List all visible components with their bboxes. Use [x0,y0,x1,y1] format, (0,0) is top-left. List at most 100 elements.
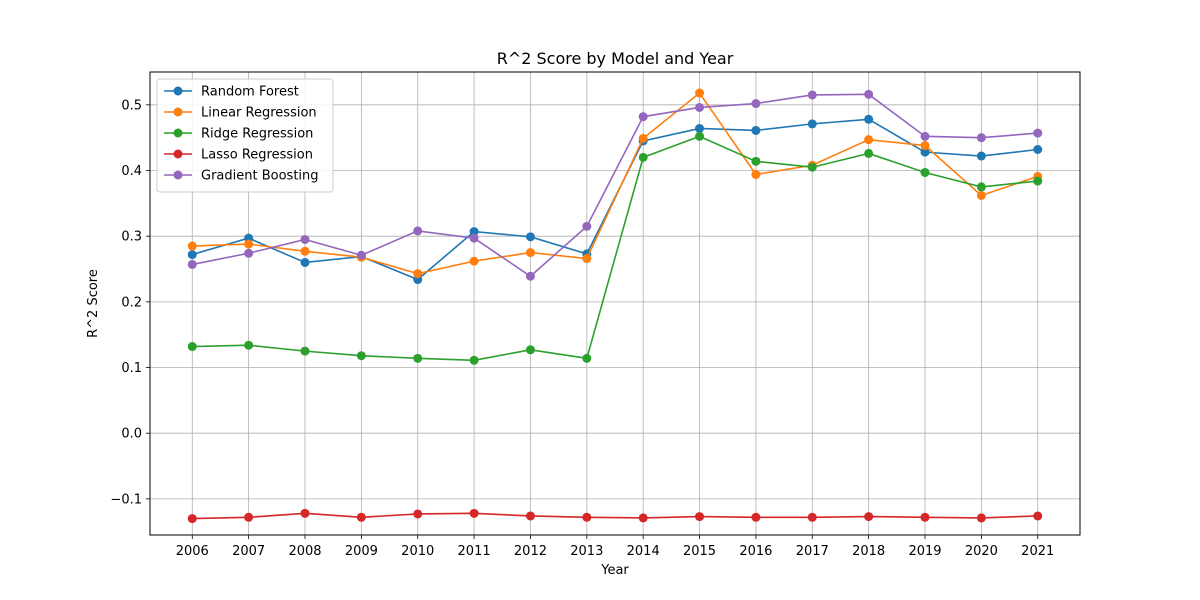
data-point-gradient-boosting [469,233,479,243]
x-tick-label: 2015 [683,544,716,559]
x-tick-label: 2011 [458,544,491,559]
data-point-gradient-boosting [300,234,310,244]
y-tick-label: 0.2 [121,295,142,310]
data-point-lasso-regression [356,512,366,522]
data-point-linear-regression [582,254,592,264]
data-point-linear-regression [920,141,930,151]
series-line-gradient-boosting [192,93,1038,278]
data-point-ridge-regression [413,353,423,363]
data-point-lasso-regression [1033,511,1043,521]
legend-item-ridge-regression: Ridge Regression [164,127,313,142]
data-point-ridge-regression [244,340,254,350]
legend-swatch-marker [173,86,183,96]
x-tick-label: 2016 [739,544,772,559]
data-point-linear-regression [638,133,648,143]
legend-item-linear-regression: Linear Regression [164,106,317,121]
series-gradient-boosting [187,89,1043,281]
x-tick-label: 2017 [796,544,829,559]
data-point-lasso-regression [864,512,874,522]
data-point-ridge-regression [920,167,930,177]
data-point-gradient-boosting [807,90,817,100]
data-point-random-forest [864,114,874,124]
data-point-ridge-regression [864,148,874,158]
data-point-random-forest [976,151,986,161]
series-line-linear-regression [192,91,1038,275]
data-point-linear-regression [300,246,310,256]
data-point-random-forest [469,227,479,237]
y-axis-label: R^2 Score [86,269,101,338]
x-axis-label: Year [600,563,629,578]
x-tick-label: 2009 [345,544,378,559]
data-point-random-forest [751,125,761,135]
chart-title: R^2 Score by Model and Year [497,49,734,68]
data-point-lasso-regression [582,512,592,522]
data-point-gradient-boosting [864,89,874,99]
data-point-gradient-boosting [244,248,254,258]
y-tick-label: −0.1 [110,492,142,507]
legend-item-random-forest: Random Forest [164,85,299,100]
y-tick-label: 0.0 [121,427,142,442]
data-point-ridge-regression [638,152,648,162]
data-point-ridge-regression [1033,176,1043,186]
legend-label: Random Forest [201,85,299,100]
x-tick-label: 2008 [288,544,321,559]
data-point-lasso-regression [751,512,761,522]
data-point-random-forest [187,250,197,260]
data-point-linear-regression [976,190,986,200]
legend-swatch-marker [173,128,183,138]
data-point-ridge-regression [751,156,761,166]
x-tick-label: 2012 [514,544,547,559]
data-point-random-forest [300,257,310,267]
data-point-lasso-regression [300,508,310,518]
data-point-lasso-regression [525,511,535,521]
data-point-gradient-boosting [413,226,423,236]
data-point-lasso-regression [807,512,817,522]
data-point-linear-regression [187,241,197,251]
legend-swatch-marker [173,107,183,117]
data-point-linear-regression [469,256,479,266]
x-tick-label: 2020 [965,544,998,559]
data-point-random-forest [1033,144,1043,154]
data-point-linear-regression [525,248,535,258]
data-point-ridge-regression [469,355,479,365]
series-layer [187,88,1043,524]
data-point-ridge-regression [187,342,197,352]
data-point-linear-regression [695,88,705,98]
data-point-random-forest [525,232,535,242]
data-point-linear-regression [244,239,254,249]
y-tick-label: 0.4 [121,164,142,179]
x-tick-label: 2010 [401,544,434,559]
legend-label: Ridge Regression [201,127,313,142]
data-point-lasso-regression [469,508,479,518]
data-point-lasso-regression [187,514,197,524]
data-point-gradient-boosting [751,99,761,109]
data-point-ridge-regression [300,346,310,356]
data-point-gradient-boosting [695,102,705,112]
x-tick-label: 2019 [908,544,941,559]
data-point-gradient-boosting [1033,128,1043,138]
data-point-ridge-regression [525,345,535,355]
data-point-lasso-regression [413,509,423,519]
data-point-random-forest [807,119,817,129]
data-point-ridge-regression [356,351,366,361]
y-tick-label: 0.3 [121,230,142,245]
data-point-gradient-boosting [920,131,930,141]
x-tick-label: 2021 [1021,544,1054,559]
plot-frame [149,71,1081,536]
data-point-lasso-regression [638,513,648,523]
x-tick-label: 2018 [852,544,885,559]
data-point-random-forest [920,147,930,157]
data-point-lasso-regression [920,512,930,522]
x-tick-label: 2007 [232,544,265,559]
series-line-ridge-regression [192,135,1038,362]
legend-box [156,78,334,193]
data-point-linear-regression [751,169,761,179]
legend-swatch-marker [173,170,183,180]
legend-item-gradient-boosting: Gradient Boosting [164,169,319,184]
data-point-gradient-boosting [582,221,592,231]
data-point-lasso-regression [695,512,705,522]
data-point-gradient-boosting [187,259,197,269]
data-point-gradient-boosting [356,250,366,260]
data-point-random-forest [695,123,705,133]
